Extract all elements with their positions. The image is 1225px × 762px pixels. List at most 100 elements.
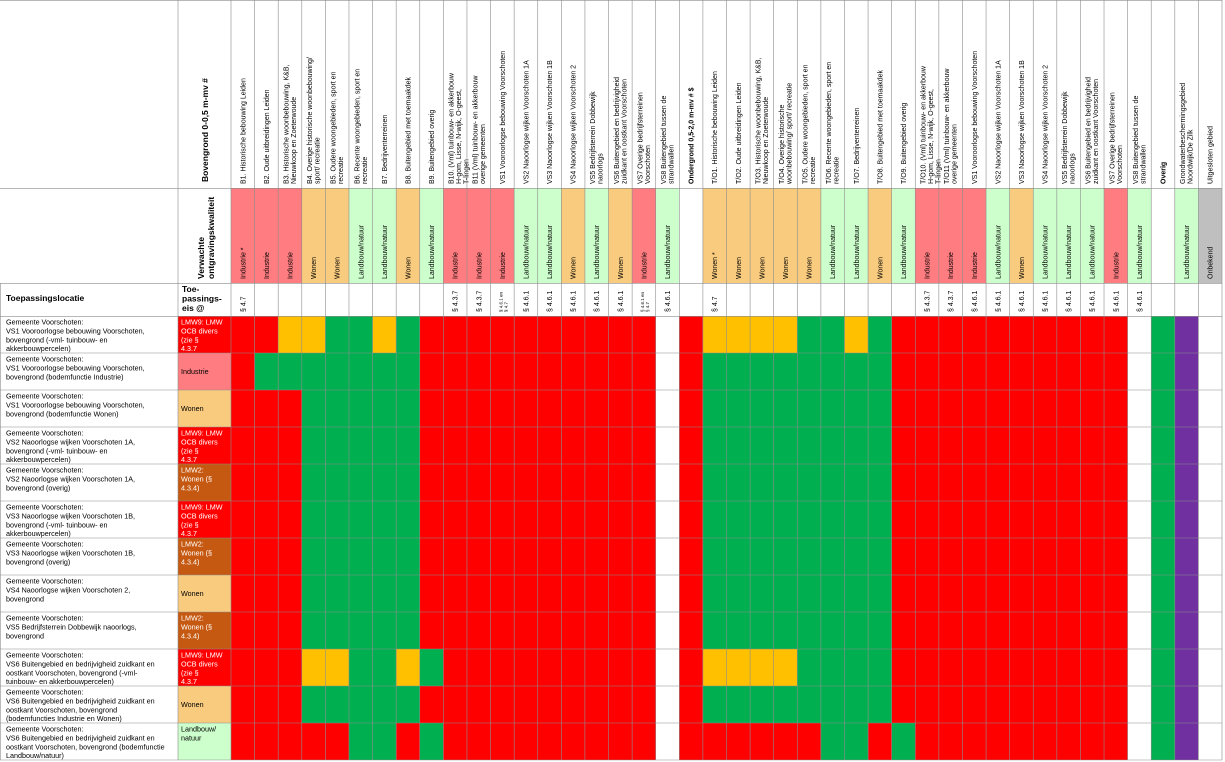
quality-cell	[561, 188, 585, 283]
matrix-cell	[726, 538, 751, 575]
quality-cell	[278, 188, 302, 283]
matrix-cell	[254, 612, 279, 649]
matrix-cell	[514, 649, 538, 686]
column-header: T/O10. (Vml) tuinbouw- en akkerbouwH-gom…	[921, 65, 943, 184]
column-header: Ondergrond 0,5-2,0 m-mv # $	[689, 87, 696, 184]
quality-label: Landbouw/natuur	[854, 224, 861, 279]
matrix-cell	[301, 612, 326, 649]
quality-label: Wonen	[335, 257, 342, 279]
matrix-cell	[773, 316, 798, 353]
matrix-cell	[514, 723, 538, 760]
matrix-cell	[750, 723, 774, 760]
matrix-cell	[490, 612, 515, 649]
matrix-cell	[490, 316, 515, 353]
matrix-cell	[419, 501, 444, 538]
matrix-cell	[1080, 723, 1105, 760]
matrix-cell	[844, 686, 869, 723]
matrix-cell	[702, 390, 727, 427]
matrix-cell	[537, 501, 562, 538]
matrix-cell	[986, 501, 1010, 538]
matrix-cell	[915, 686, 939, 723]
matrix-cell	[514, 353, 538, 390]
matrix-cell	[797, 723, 821, 760]
quality-label: Landbouw/natuur	[1090, 224, 1097, 279]
matrix-cell	[679, 501, 703, 538]
eis-cell	[178, 723, 231, 760]
quality-label: Wonen	[571, 257, 578, 279]
quality-label: Wonen	[736, 257, 743, 279]
eis-label: LMW2: Wonen (§ 4.3.4)	[181, 466, 212, 493]
matrix-cell	[962, 686, 987, 723]
location-label: Gemeente Voorschoten: VS6 Buitengebied en…	[6, 725, 165, 761]
quality-cell	[584, 188, 609, 283]
matrix-cell	[679, 316, 703, 353]
column-header: B6. Recente woongebieden, sport enrecrea…	[354, 69, 369, 184]
matrix-cell	[986, 686, 1010, 723]
matrix-cell	[750, 501, 774, 538]
matrix-cell	[891, 649, 916, 686]
matrix-cell	[537, 316, 562, 353]
eis-cell	[178, 612, 231, 649]
matrix-cell	[608, 575, 633, 612]
column-header: VS5 Bedrijfsterrein Dobbewijknaoorlogs	[1062, 91, 1077, 184]
matrix-cell	[702, 686, 727, 723]
matrix-cell	[1056, 723, 1081, 760]
matrix-cell	[278, 427, 302, 464]
matrix-cell	[254, 501, 279, 538]
matrix-cell	[986, 427, 1010, 464]
matrix-cell	[278, 464, 302, 501]
quality-label: Landbouw/natuur	[1066, 224, 1073, 279]
matrix-cell	[655, 353, 680, 390]
matrix-cell	[1127, 501, 1152, 538]
column-header: B9. Buitengebied overig	[429, 110, 436, 184]
matrix-cell	[443, 464, 467, 501]
matrix-cell	[561, 723, 585, 760]
matrix-cell	[938, 390, 963, 427]
matrix-cell	[891, 686, 916, 723]
matrix-cell	[301, 649, 326, 686]
matrix-cell	[254, 316, 279, 353]
matrix-cell	[1033, 575, 1057, 612]
matrix-cell	[1056, 686, 1081, 723]
matrix-cell	[254, 464, 279, 501]
matrix-cell	[655, 538, 680, 575]
matrix-cell	[679, 612, 703, 649]
eis-label: Wonen	[181, 404, 204, 413]
column-header: T/O9. Buitengebied overig	[901, 103, 908, 184]
quality-cell	[372, 188, 397, 283]
matrix-cell	[938, 427, 963, 464]
matrix-cell	[820, 686, 845, 723]
quality-cell	[1198, 188, 1222, 283]
matrix-cell	[1151, 686, 1175, 723]
eis-cell	[178, 353, 231, 390]
matrix-cell	[325, 686, 349, 723]
matrix-cell	[915, 501, 939, 538]
matrix-cell	[938, 575, 963, 612]
quality-label: Landbouw/natuur	[594, 224, 601, 279]
quality-cell	[1174, 188, 1199, 283]
matrix-cell	[419, 464, 444, 501]
matrix-cell	[348, 501, 373, 538]
matrix-cell	[750, 612, 774, 649]
matrix-cell	[537, 723, 562, 760]
matrix-cell	[348, 575, 373, 612]
matrix-cell	[396, 723, 420, 760]
column-header: VS3 Naoorlogse wijken Voorschoten 1B	[547, 60, 554, 184]
matrix-cell	[348, 353, 373, 390]
matrix-cell	[231, 501, 255, 538]
matrix-cell	[962, 538, 987, 575]
quality-label: Landbouw/natuur	[995, 224, 1002, 279]
matrix-cell	[915, 464, 939, 501]
matrix-cell	[1174, 316, 1199, 353]
matrix-cell	[372, 649, 397, 686]
matrix-cell	[561, 390, 585, 427]
matrix-cell	[1174, 464, 1199, 501]
column-header: B8. Buitengebied met toemaakdek	[405, 76, 412, 184]
matrix-cell	[1033, 612, 1057, 649]
matrix-cell	[301, 686, 326, 723]
matrix-cell	[868, 612, 892, 649]
matrix-cell	[231, 390, 255, 427]
matrix-cell	[891, 427, 916, 464]
matrix-cell	[868, 723, 892, 760]
